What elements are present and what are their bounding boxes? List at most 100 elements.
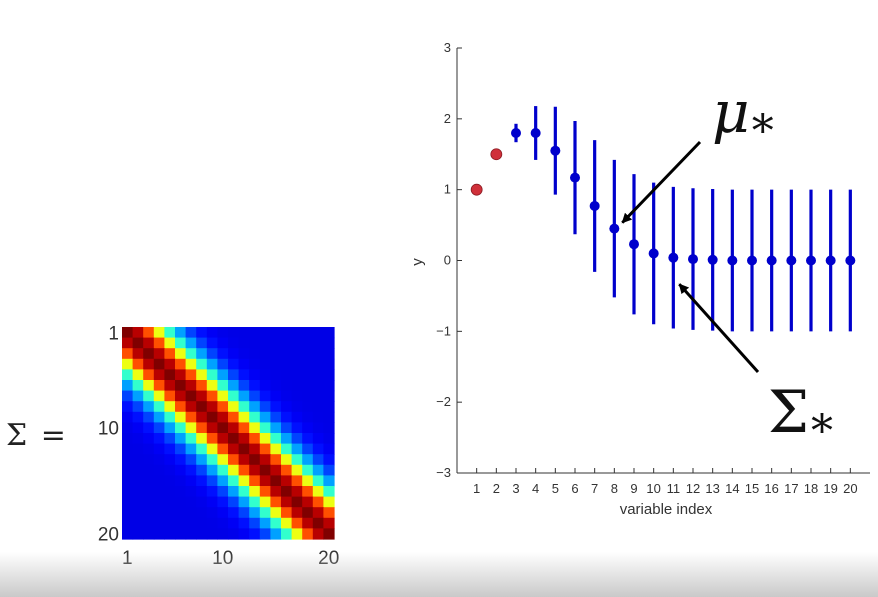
heatmap-cell <box>217 411 229 423</box>
heatmap-cell <box>270 348 282 360</box>
heatmap-cell <box>312 528 324 540</box>
heatmap-cell <box>249 337 261 349</box>
heatmap-cell <box>196 358 208 370</box>
heatmap-cell <box>291 422 303 434</box>
heatmap-cell <box>153 507 165 519</box>
heatmap-cell <box>249 390 261 402</box>
heatmap-cell <box>249 348 261 360</box>
heatmap-cell <box>270 327 282 339</box>
heatmap-cell <box>249 517 261 529</box>
heatmap-cell <box>164 517 176 529</box>
heatmap-cell <box>217 475 229 487</box>
x-tick-label: 4 <box>532 481 539 496</box>
heatmap-cell <box>270 454 282 466</box>
heatmap-cell <box>291 486 303 498</box>
heatmap-cell <box>196 464 208 476</box>
heatmap-cell <box>302 380 314 392</box>
heatmap-cell <box>238 380 250 392</box>
heatmap-cell <box>259 422 271 434</box>
heatmap-cell <box>175 454 187 466</box>
heatmap-cell <box>228 464 240 476</box>
heatmap-cell <box>185 517 197 529</box>
heatmap-cell <box>185 380 197 392</box>
heatmap-cell <box>196 486 208 498</box>
heatmap-cell <box>217 433 229 445</box>
heatmap-cell <box>164 422 176 434</box>
heatmap-cell <box>185 390 197 402</box>
heatmap-cell <box>323 496 335 508</box>
heatmap-cell <box>164 507 176 519</box>
heatmap-cell <box>291 401 303 413</box>
heatmap-cell <box>249 380 261 392</box>
heatmap-cell <box>153 358 165 370</box>
heatmap-cell <box>132 327 144 339</box>
heatmap-cell <box>196 369 208 381</box>
heatmap-cell <box>185 433 197 445</box>
x-tick-label: 2 <box>493 481 500 496</box>
heatmap-cell <box>228 517 240 529</box>
heatmap-cell <box>217 358 229 370</box>
heatmap-cell <box>122 327 134 339</box>
heatmap-cell <box>302 517 314 529</box>
heatmap-cell <box>323 475 335 487</box>
heatmap-cell <box>270 517 282 529</box>
heatmap-cell <box>323 433 335 445</box>
heatmap-cell <box>153 422 165 434</box>
heatmap-cell <box>122 443 134 455</box>
heatmap-cell <box>323 443 335 455</box>
heatmap-cell <box>238 337 250 349</box>
heatmap-cell <box>164 411 176 423</box>
heatmap-cell <box>281 358 293 370</box>
heatmap-cell <box>238 507 250 519</box>
heatmap-cell <box>270 486 282 498</box>
heatmap-cell <box>312 348 324 360</box>
predicted-mean-point <box>766 255 777 266</box>
heatmap-cell <box>164 327 176 339</box>
heatmap-cell <box>323 358 335 370</box>
heatmap-cell <box>196 507 208 519</box>
heatmap-cell <box>238 422 250 434</box>
heatmap-cell <box>143 369 155 381</box>
heatmap-cell <box>270 464 282 476</box>
heatmap-cell <box>206 486 218 498</box>
heatmap-cell <box>281 411 293 423</box>
y-ticks: 3 2 1 0 −1 −2 −3 <box>436 40 462 480</box>
heatmap-cell <box>217 528 229 540</box>
heatmap-cell <box>132 475 144 487</box>
heatmap-cell <box>312 507 324 519</box>
heatmap-cell <box>228 433 240 445</box>
heatmap-cell <box>122 380 134 392</box>
heatmap-cell <box>228 337 240 349</box>
heatmap-cell <box>281 486 293 498</box>
y-tick-label: 3 <box>444 40 451 55</box>
y-tick-label: 0 <box>444 253 451 268</box>
heatmap-cell <box>291 454 303 466</box>
heatmap-cell <box>196 454 208 466</box>
heatmap-cell <box>185 358 197 370</box>
heatmap-cell <box>281 348 293 360</box>
observed-point <box>490 148 503 161</box>
heatmap-cell <box>132 517 144 529</box>
x-tick-label: 6 <box>571 481 578 496</box>
heatmap-cell <box>323 348 335 360</box>
x-tick-label: 20 <box>843 481 857 496</box>
heatmap-cell <box>217 496 229 508</box>
annotation-mu-star: μ* <box>621 78 774 224</box>
heatmap-cell <box>164 433 176 445</box>
heatmap-cell <box>281 390 293 402</box>
heatmap-cell <box>312 411 324 423</box>
heatmap-cell <box>238 486 250 498</box>
heatmap-cell <box>323 411 335 423</box>
heatmap-cell <box>291 348 303 360</box>
predicted-mean-point <box>727 255 738 266</box>
heatmap-cell <box>132 422 144 434</box>
heatmap-cell <box>175 433 187 445</box>
heatmap-cell <box>196 337 208 349</box>
heatmap-cell <box>153 433 165 445</box>
heatmap-cell <box>196 443 208 455</box>
heatmap-cell <box>206 422 218 434</box>
heatmap-cell <box>270 496 282 508</box>
heatmap-cell <box>323 486 335 498</box>
heatmap-cell <box>291 507 303 519</box>
covariance-symbol-label: Σ = <box>6 418 68 453</box>
